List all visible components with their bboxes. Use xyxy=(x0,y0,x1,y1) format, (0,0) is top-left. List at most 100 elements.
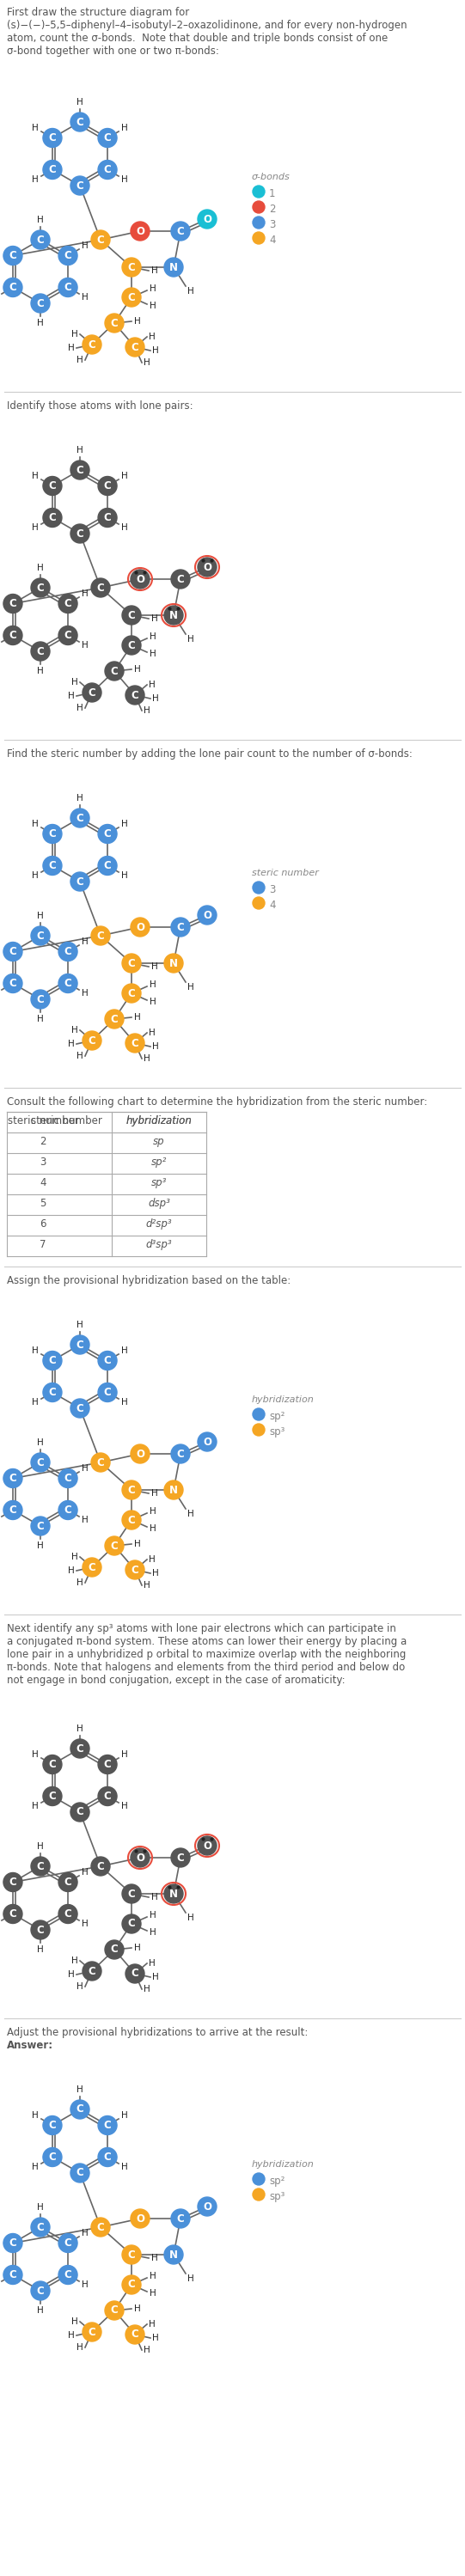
Text: 3: 3 xyxy=(40,1157,46,1167)
Text: C: C xyxy=(9,2239,17,2249)
Text: π-bonds. Note that halogens and elements from the third period and below do: π-bonds. Note that halogens and elements… xyxy=(7,1662,405,1672)
Text: C: C xyxy=(76,1404,84,1414)
Circle shape xyxy=(91,1857,110,1875)
Text: C: C xyxy=(64,945,72,958)
Text: H: H xyxy=(82,1515,88,1525)
Text: C: C xyxy=(128,2249,135,2259)
Text: 7: 7 xyxy=(40,1239,46,1249)
Text: H: H xyxy=(32,2112,39,2120)
Text: N: N xyxy=(169,1484,178,1497)
Circle shape xyxy=(59,1468,77,1489)
Text: H: H xyxy=(150,649,156,659)
Text: C: C xyxy=(49,131,56,144)
Circle shape xyxy=(59,1873,77,1891)
Text: sp²: sp² xyxy=(269,2177,285,2187)
Text: H: H xyxy=(152,265,158,276)
Text: H: H xyxy=(37,667,44,675)
Text: C: C xyxy=(97,930,104,940)
Text: C: C xyxy=(128,958,135,969)
Text: C: C xyxy=(9,1875,17,1888)
Text: C: C xyxy=(37,234,44,245)
Text: C: C xyxy=(131,343,139,353)
Circle shape xyxy=(126,1965,145,1984)
Circle shape xyxy=(98,160,117,180)
Text: C: C xyxy=(128,263,135,273)
Circle shape xyxy=(126,2326,145,2344)
Circle shape xyxy=(43,1788,62,1806)
Text: C: C xyxy=(111,665,118,677)
Text: N: N xyxy=(169,958,178,969)
Text: H: H xyxy=(187,984,194,992)
Circle shape xyxy=(98,855,117,876)
Text: H: H xyxy=(37,1540,44,1551)
Circle shape xyxy=(198,1432,217,1450)
Text: O: O xyxy=(203,562,212,572)
Circle shape xyxy=(82,683,101,703)
Text: d²sp³: d²sp³ xyxy=(146,1218,172,1229)
Text: C: C xyxy=(177,922,184,933)
Text: C: C xyxy=(49,1759,56,1770)
Text: H: H xyxy=(134,665,141,675)
Text: H: H xyxy=(82,1463,88,1473)
Text: O: O xyxy=(136,922,145,933)
Circle shape xyxy=(252,216,265,229)
Circle shape xyxy=(164,953,183,974)
Text: C: C xyxy=(177,574,184,585)
Text: H: H xyxy=(37,912,44,920)
Text: 3: 3 xyxy=(269,219,275,229)
Text: H: H xyxy=(152,1569,159,1577)
Text: C: C xyxy=(49,1790,56,1801)
Circle shape xyxy=(71,2164,89,2182)
Text: H: H xyxy=(150,2272,156,2280)
Text: C: C xyxy=(104,513,111,523)
Text: H: H xyxy=(32,1347,39,1355)
Text: C: C xyxy=(64,598,72,608)
Text: H: H xyxy=(32,471,39,479)
Text: H: H xyxy=(77,2087,83,2094)
Circle shape xyxy=(59,1502,77,1520)
Text: H: H xyxy=(77,1984,83,1991)
Circle shape xyxy=(43,824,62,842)
Text: H: H xyxy=(82,2280,88,2290)
Text: hybridization: hybridization xyxy=(252,2161,314,2169)
Text: C: C xyxy=(49,513,56,523)
Text: H: H xyxy=(82,641,88,649)
Text: C: C xyxy=(37,994,44,1005)
Text: H: H xyxy=(144,1582,150,1589)
Text: dsp³: dsp³ xyxy=(148,1198,170,1208)
Text: C: C xyxy=(97,2221,104,2233)
Circle shape xyxy=(98,824,117,842)
Text: H: H xyxy=(82,294,88,301)
Text: C: C xyxy=(9,945,17,958)
Text: C: C xyxy=(111,1540,118,1551)
Circle shape xyxy=(122,1510,141,1530)
Text: C: C xyxy=(64,1504,72,1515)
Text: H: H xyxy=(37,216,44,224)
Text: H: H xyxy=(144,1054,150,1064)
Text: H: H xyxy=(68,343,75,353)
Text: H: H xyxy=(187,1914,194,1922)
Text: C: C xyxy=(37,2285,44,2295)
Circle shape xyxy=(98,1383,117,1401)
Text: H: H xyxy=(150,283,156,294)
Circle shape xyxy=(3,943,22,961)
Text: H: H xyxy=(121,2112,128,2120)
Text: C: C xyxy=(128,987,135,999)
Circle shape xyxy=(252,201,265,214)
Circle shape xyxy=(59,2264,77,2285)
Text: C: C xyxy=(37,299,44,309)
Text: C: C xyxy=(9,250,17,260)
Text: O: O xyxy=(136,227,145,237)
Circle shape xyxy=(43,477,62,495)
Circle shape xyxy=(71,1334,89,1355)
Text: C: C xyxy=(177,1448,184,1461)
Text: C: C xyxy=(9,1909,17,1919)
Text: H: H xyxy=(152,345,159,355)
Text: C: C xyxy=(104,860,111,871)
Circle shape xyxy=(98,1754,117,1775)
Text: H: H xyxy=(187,1510,194,1517)
Text: C: C xyxy=(111,1012,118,1025)
Text: H: H xyxy=(77,1321,83,1329)
Text: H: H xyxy=(37,1945,44,1955)
Text: 4: 4 xyxy=(269,234,275,245)
